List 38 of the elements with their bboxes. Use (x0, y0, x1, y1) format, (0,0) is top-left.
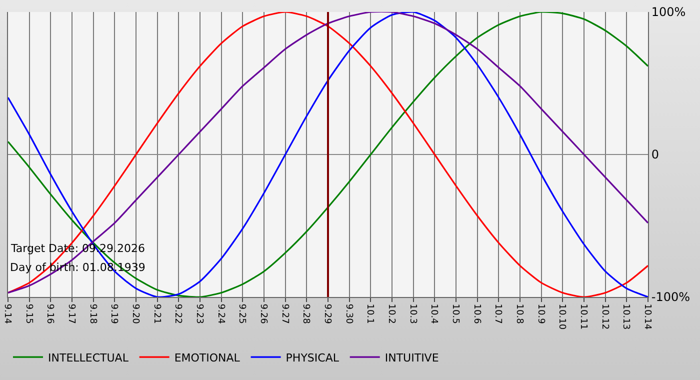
x-tick-label: 9.27 (279, 304, 290, 324)
x-tick-label: 9.21 (151, 304, 162, 324)
x-tick-label: 9.25 (236, 304, 247, 324)
y-tick-label: 0 (651, 148, 660, 162)
legend-label: PHYSICAL (286, 351, 340, 364)
x-tick-label: 9.16 (44, 304, 55, 324)
y-tick-label: 100% (651, 5, 686, 20)
legend-label: EMOTIONAL (174, 351, 241, 364)
x-tick-label: 10.6 (471, 304, 482, 324)
x-tick-label: 9.23 (194, 304, 204, 324)
x-tick-label: 9.22 (172, 304, 183, 324)
x-tick-label: 10.9 (535, 304, 546, 324)
x-tick-label: 10.1 (364, 304, 375, 324)
x-tick-label: 10.10 (556, 304, 567, 330)
legend-label: INTUITIVE (384, 351, 439, 364)
x-tick-label: 9.26 (258, 304, 268, 324)
x-tick-label: 10.11 (578, 304, 588, 330)
x-tick-label: 9.29 (322, 304, 332, 324)
x-tick-label: 9.17 (66, 304, 76, 324)
x-tick-label: 10.12 (599, 304, 610, 330)
legend-label: INTELLECTUAL (48, 351, 130, 364)
x-tick-label: 9.14 (2, 304, 12, 324)
x-tick-label: 10.14 (642, 304, 652, 330)
x-tick-label: 9.20 (130, 304, 140, 324)
x-tick-label: 10.13 (620, 304, 631, 330)
x-tick-label: 10.8 (514, 304, 524, 324)
x-tick-label: 9.19 (108, 304, 119, 324)
x-tick-label: 9.24 (215, 304, 226, 324)
x-tick-label: 10.2 (386, 304, 396, 324)
x-tick-label: 9.15 (23, 304, 34, 324)
x-tick-label: 10.5 (450, 304, 460, 324)
x-tick-label: 10.3 (407, 304, 418, 324)
y-tick-label: -100% (651, 290, 690, 304)
x-tick-label: 9.28 (300, 304, 311, 324)
x-tick-label: 10.7 (492, 304, 503, 324)
x-tick-label: 9.18 (87, 304, 98, 324)
x-tick-label: 9.30 (343, 304, 354, 324)
x-tick-label: 10.4 (428, 304, 439, 324)
